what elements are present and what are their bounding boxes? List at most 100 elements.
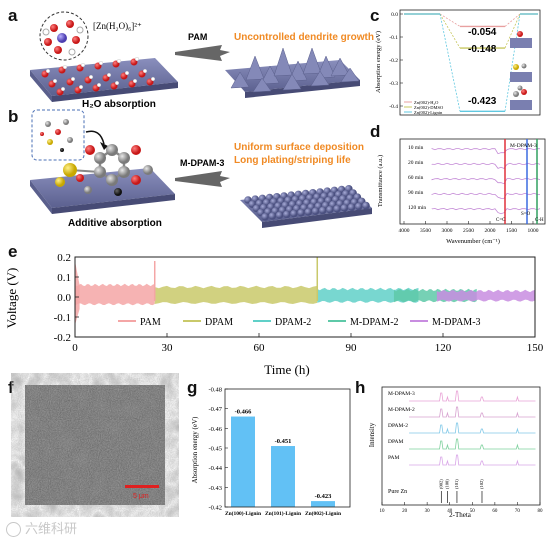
e-voltage-band xyxy=(75,283,155,306)
zn-deposit-ball xyxy=(304,208,313,216)
h-plane-label: (101) xyxy=(454,479,459,489)
watermark-text: 六维科研 xyxy=(25,522,78,537)
c-ytick-label: -0.2 xyxy=(389,58,398,64)
zn-deposit-ball xyxy=(319,206,327,215)
e-legend-label: M-DPAM-2 xyxy=(350,317,399,328)
h-traces: M-DPAM-3 M-DPAM-2 DPAM-2 DPAM PAM xyxy=(388,390,536,466)
h-xtick-label: 50 xyxy=(470,509,476,514)
h-trace-line xyxy=(409,438,536,450)
panel-h-chart: Intensity 2-Theta M-DPAM-3 M-DPAM-2 DPAM-2… xyxy=(368,386,543,519)
h-frame xyxy=(381,386,541,506)
e-voltage-band xyxy=(317,287,419,303)
h-plane-label: (002) xyxy=(438,479,443,489)
water-hydrogen xyxy=(78,84,83,89)
g-bar xyxy=(231,416,255,507)
zn-deposit-ball xyxy=(355,202,363,211)
lignin-atom xyxy=(118,152,130,164)
zn-deposit-ball xyxy=(362,201,370,210)
c-label-lignin: -0.423 xyxy=(468,96,497,107)
water-hydrogen xyxy=(63,64,68,69)
d-spectrum-line xyxy=(431,148,541,155)
water-molecules xyxy=(41,57,155,96)
water-hydrogen xyxy=(96,82,101,87)
h-reference-label: Pure Zn xyxy=(388,489,407,495)
d-xtick-label: 1000 xyxy=(528,228,539,234)
scale-bar xyxy=(125,485,159,488)
d-frame xyxy=(399,138,546,225)
zn-deposit-ball xyxy=(261,213,270,221)
zn-deposit-ball xyxy=(290,209,298,218)
h-xtick-label: 40 xyxy=(447,509,453,514)
scale-bar-label: 5 μm xyxy=(133,493,149,500)
lignin-atom xyxy=(94,166,106,178)
g-bar-value: -0.423 xyxy=(315,493,333,500)
water-hydrogen xyxy=(150,76,155,81)
inset-arrow xyxy=(85,130,105,145)
d-peak-label-cc: C=C xyxy=(496,218,506,223)
h-trace-label: PAM xyxy=(388,455,400,461)
g-bars: -0.466 Zn(100)-Lignin -0.451 Zn(101)-Lignin… xyxy=(225,409,341,517)
g-ytick-label: -0.48 xyxy=(208,387,222,394)
panel-label-g: g xyxy=(187,378,198,397)
e-ytick-label: -0.1 xyxy=(54,312,71,324)
water-hydrogen xyxy=(142,68,147,73)
e-legend-label: DPAM xyxy=(205,317,233,328)
result-life-label: Long plating/striping life xyxy=(234,155,351,166)
zn-deposit-ball xyxy=(283,210,291,219)
g-category-label: Zn(100)-Lignin xyxy=(225,510,261,517)
h-xlabel: 2-Theta xyxy=(449,511,472,519)
zn-deposit-ball xyxy=(297,209,306,217)
c-level-connector xyxy=(439,13,461,49)
panel-g-chart: Absorption energy (eV) -0.466 Zn(100)-Lig… xyxy=(191,387,351,517)
d-xtick-label: 1500 xyxy=(506,228,517,234)
d-ylabel: Transmittance (a.u.) xyxy=(377,155,384,207)
panel-d-chart: Transmittance (a.u.) Wavenumber (cm⁻¹) 4… xyxy=(377,138,546,245)
e-voltage-band xyxy=(436,289,535,302)
d-spectrum-line xyxy=(431,178,541,185)
c-frame xyxy=(399,9,541,116)
uniform-deposit xyxy=(244,185,370,221)
h-trace-label: DPAM xyxy=(388,439,403,445)
water-hydrogen xyxy=(46,68,51,73)
dendrite-spike xyxy=(273,47,293,77)
g-ticks: -0.48 -0.47 -0.46 -0.45 -0.44 -0.43 -0.42 xyxy=(208,387,228,512)
d-xlabel: Wavenumber (cm⁻¹) xyxy=(446,238,500,245)
g-ylabel: Absorption energy (eV) xyxy=(191,416,199,483)
h-xtick-label: 10 xyxy=(380,509,386,514)
dendrite-spike xyxy=(288,60,308,82)
c-legend-2: Zn(002)-DMSO xyxy=(414,105,444,110)
c-ylabel: Absorption energy (eV) xyxy=(375,31,382,93)
zn-deposit-ball xyxy=(347,203,356,211)
zn-deposit-ball xyxy=(268,212,277,220)
h-trace-line xyxy=(409,390,536,402)
h-trace-label: M-DPAM-2 xyxy=(388,407,415,413)
d-xtick-label: 4000 xyxy=(399,228,410,234)
c-label-dmso: -0.148 xyxy=(468,44,497,55)
water-hydrogen xyxy=(61,86,66,91)
e-ylabel: Voltage (V) xyxy=(4,268,19,329)
e-legend-label: PAM xyxy=(140,317,161,328)
h-trace-line xyxy=(409,454,536,466)
h-trace-label: DPAM-2 xyxy=(388,423,408,429)
water-hydrogen xyxy=(88,74,93,79)
panel-c-chart: Absorption energy (eV) 0.0 -0.1 -0.2 -0.3 -0… xyxy=(375,9,541,116)
h-ylabel: Intensity xyxy=(368,422,376,447)
lignin-atom xyxy=(94,152,106,164)
arrow-bottom-label: M-DPAM-3 xyxy=(180,158,224,168)
water-hydrogen xyxy=(114,80,119,85)
h-xtick-label: 70 xyxy=(515,509,521,514)
water-hydrogen xyxy=(134,57,139,62)
panel-label-c: c xyxy=(370,6,380,25)
e-voltage-series xyxy=(75,257,535,325)
e-xtick-label: 60 xyxy=(254,342,266,354)
g-ytick-label: -0.45 xyxy=(208,446,222,453)
dendrite-spike xyxy=(330,57,350,77)
d-xtick-label: 3000 xyxy=(442,228,453,234)
lignin-atom xyxy=(76,174,84,182)
c-ytick-label: -0.1 xyxy=(389,35,398,41)
dendrite-spike xyxy=(340,67,360,83)
c-ytick-label: 0.0 xyxy=(391,12,398,18)
h-trace-line xyxy=(409,422,536,434)
water-hydrogen xyxy=(70,76,75,81)
result-dendrite-label: Uncontrolled dendrite growth xyxy=(234,32,374,43)
